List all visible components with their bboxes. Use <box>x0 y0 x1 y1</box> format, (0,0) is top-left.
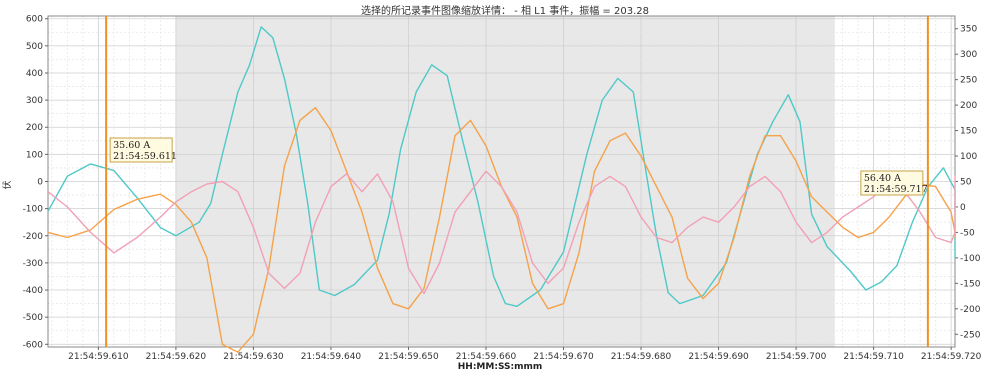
y-right-tick-label: -50 <box>960 228 975 238</box>
x-tick-label: 21:54:59.700 <box>766 352 827 362</box>
x-tick-label: 21:54:59.680 <box>611 352 672 362</box>
y-left-tick-label: 300 <box>26 96 43 106</box>
y-left-tick-label: -500 <box>23 313 44 323</box>
series-line-1 <box>47 26 956 307</box>
y-left-tick-label: 500 <box>26 42 43 52</box>
x-tick-label: 21:54:59.660 <box>456 352 517 362</box>
x-tick-label: 21:54:59.630 <box>223 352 284 362</box>
y-left-tick-label: 200 <box>26 123 43 133</box>
x-tick-label: 21:54:59.720 <box>921 352 982 362</box>
cursor-tooltip-1 <box>109 137 173 163</box>
y-left-tick-label: 400 <box>26 69 43 79</box>
y-left-tick-label: -200 <box>23 232 44 242</box>
x-axis-label: HH:MM:SS:mmm <box>458 362 542 370</box>
cursor-tooltip-2 <box>860 170 924 196</box>
y-left-tick-label: 0 <box>37 178 43 188</box>
x-tick-label: 21:54:59.690 <box>688 352 749 362</box>
cursor-value-label: 35.60 A <box>113 140 150 151</box>
y-right-tick-label: -150 <box>960 279 981 289</box>
series-line-2 <box>47 107 956 353</box>
y-left-tick-label: 100 <box>26 150 43 160</box>
y-right-tick-label: 250 <box>960 76 977 86</box>
y-left-tick-label: 600 <box>26 15 43 25</box>
y-right-tick-label: 200 <box>960 101 977 111</box>
x-tick-label: 21:54:59.610 <box>68 352 129 362</box>
y-right-tick-label: 0 <box>960 203 966 213</box>
x-tick-label: 21:54:59.670 <box>533 352 594 362</box>
y-right-tick-label: -100 <box>960 254 981 264</box>
cursor-time-label: 21:54:59.611 <box>113 151 177 162</box>
y-left-tick-label: -400 <box>23 286 44 296</box>
y-right-tick-label: -200 <box>960 305 981 315</box>
y-right-tick-label: 300 <box>960 50 977 60</box>
y-right-tick-label: 100 <box>960 152 977 162</box>
cursor-value-label: 56.40 A <box>864 173 901 184</box>
chart-title: 选择的所记录事件图像缩放详情： - 相 L1 事件，振幅 = 203.28 <box>361 4 649 17</box>
y-axis-label: 伏 <box>1 180 13 189</box>
y-left-tick-label: -300 <box>23 259 44 269</box>
y-right-tick-label: 50 <box>960 178 972 188</box>
x-tick-label: 21:54:59.640 <box>301 352 362 362</box>
y-left-tick-label: -100 <box>23 205 44 215</box>
cursor-time-label: 21:54:59.717 <box>864 184 928 195</box>
x-tick-label: 21:54:59.650 <box>378 352 439 362</box>
y-right-tick-label: -250 <box>960 330 981 340</box>
y-right-tick-label: 150 <box>960 127 977 137</box>
y-right-tick-label: 350 <box>960 25 977 35</box>
y-left-tick-label: -600 <box>23 340 44 350</box>
x-tick-label: 21:54:59.620 <box>146 352 207 362</box>
x-tick-label: 21:54:59.710 <box>843 352 904 362</box>
